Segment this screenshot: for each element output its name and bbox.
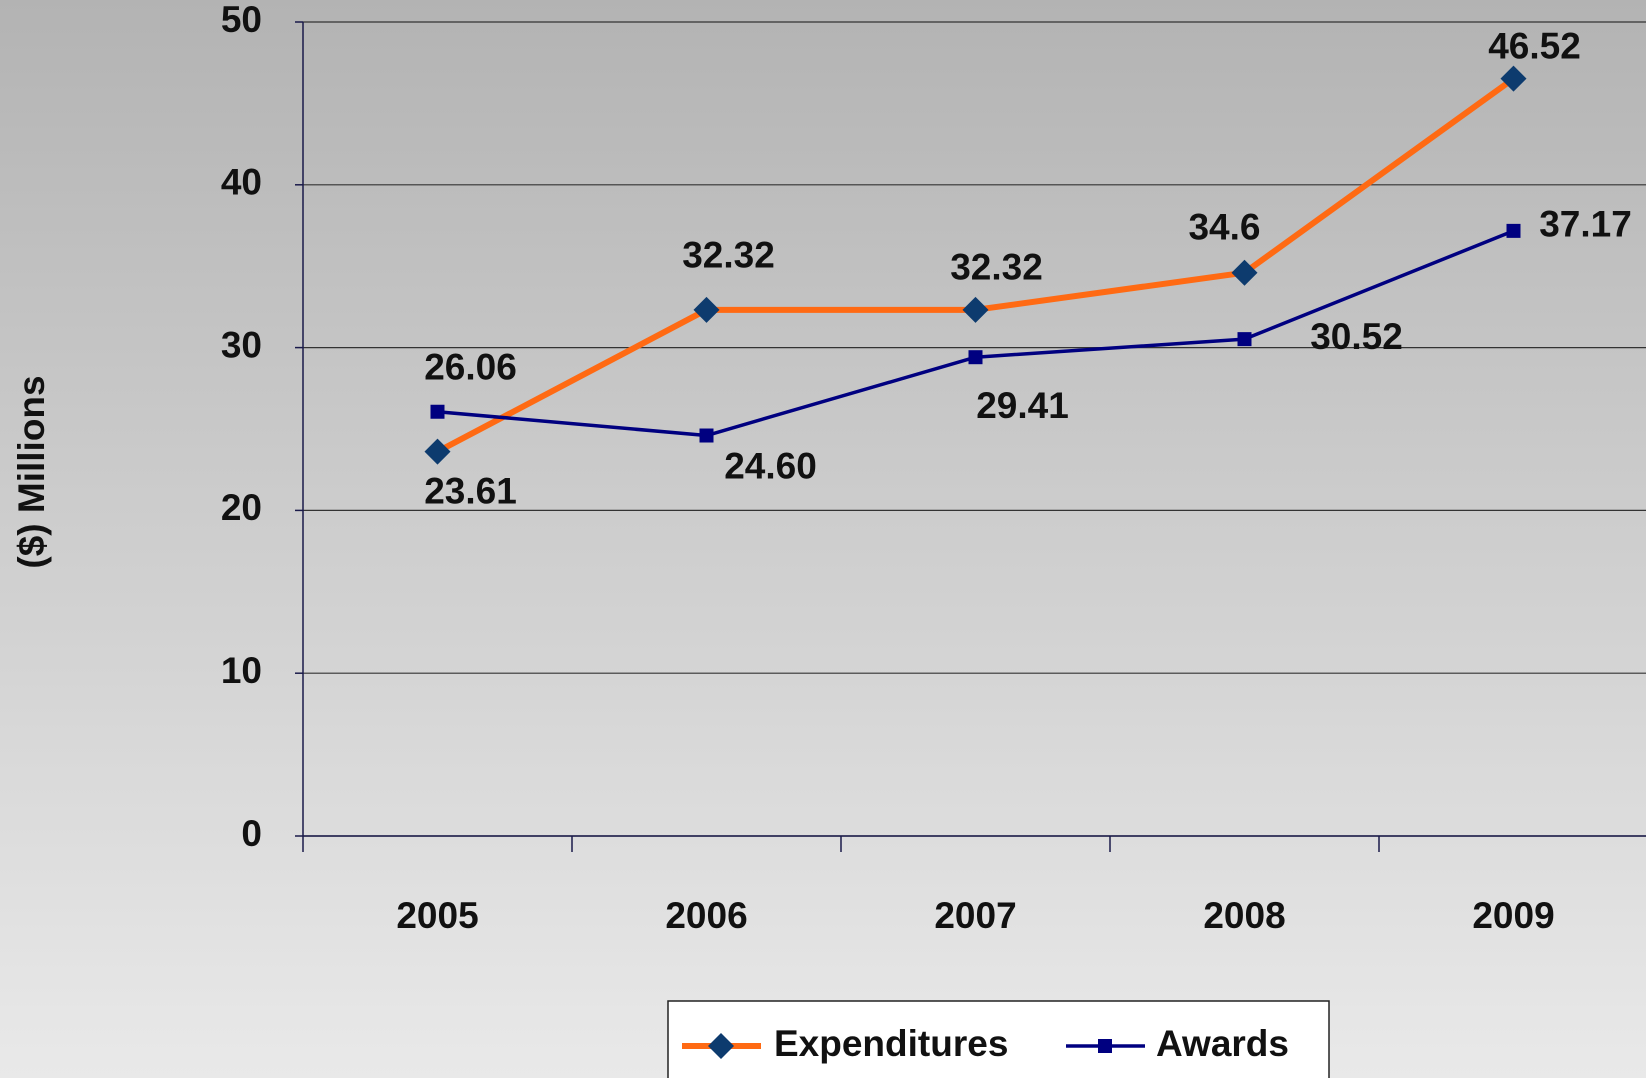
data-label: 46.52 xyxy=(1488,25,1581,66)
data-point xyxy=(1231,259,1258,286)
legend-label: Expenditures xyxy=(774,1023,1008,1064)
data-label: 29.41 xyxy=(976,385,1069,426)
data-label: 24.60 xyxy=(724,445,817,486)
legend-label: Awards xyxy=(1156,1023,1289,1064)
data-label: 23.61 xyxy=(424,470,517,511)
data-point xyxy=(1500,65,1527,92)
y-tick-label: 20 xyxy=(221,487,262,528)
data-point xyxy=(424,438,451,465)
y-tick-label: 40 xyxy=(221,162,262,203)
y-tick-label: 30 xyxy=(221,324,262,365)
x-tick-label: 2009 xyxy=(1472,895,1554,936)
data-label: 30.52 xyxy=(1310,316,1403,357)
data-label: 32.32 xyxy=(682,235,775,276)
data-point xyxy=(1506,223,1521,238)
data-point xyxy=(693,296,720,323)
data-label: 32.32 xyxy=(950,247,1043,288)
data-label: 26.06 xyxy=(424,347,517,388)
legend-box xyxy=(667,1000,1330,1078)
x-tick-label: 2008 xyxy=(1203,895,1285,936)
data-label: 37.17 xyxy=(1539,204,1632,245)
y-tick-label: 50 xyxy=(221,0,262,40)
data-point xyxy=(430,404,445,419)
data-point xyxy=(699,428,714,443)
data-point xyxy=(968,350,983,365)
legend-marker xyxy=(708,1033,734,1059)
data-label: 34.6 xyxy=(1188,206,1260,247)
x-tick-label: 2005 xyxy=(396,895,478,936)
y-tick-label: 10 xyxy=(221,650,262,691)
y-tick-label: 0 xyxy=(241,813,262,854)
legend-marker xyxy=(1098,1039,1112,1053)
x-tick-label: 2006 xyxy=(665,895,747,936)
data-point xyxy=(1237,332,1252,347)
x-tick-label: 2007 xyxy=(934,895,1016,936)
y-axis-label: ($) Millions xyxy=(11,375,52,568)
data-point xyxy=(962,296,989,323)
